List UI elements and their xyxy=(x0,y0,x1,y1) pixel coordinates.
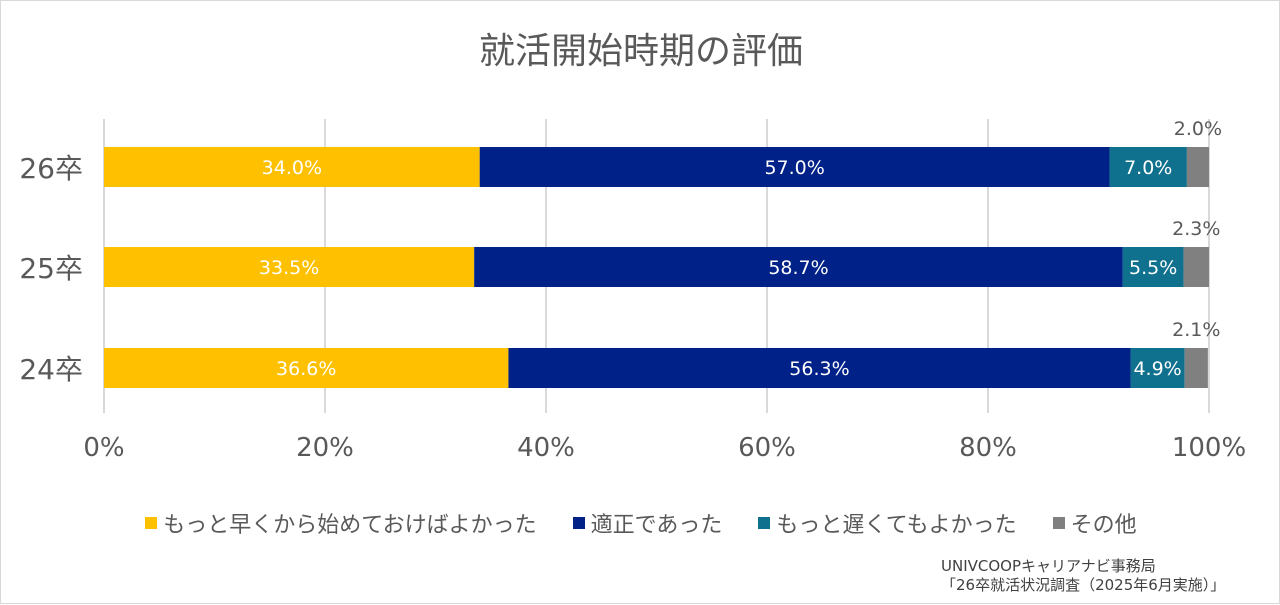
data-label: 33.5% xyxy=(259,257,319,279)
source-note: UNIVCOOPキャリアナビ事務局 「26卒就活状況調査（2025年6月実施）」 xyxy=(941,557,1225,595)
bar-segment xyxy=(1183,247,1209,287)
bar-segment xyxy=(1130,348,1185,388)
legend-swatch xyxy=(572,517,585,529)
bar-segment xyxy=(1184,348,1208,388)
source-line-2: 「26卒就活状況調査（2025年6月実施）」 xyxy=(941,576,1226,594)
bar-segment xyxy=(104,147,480,187)
data-label: 56.3% xyxy=(789,358,849,380)
source-line-1: UNIVCOOPキャリアナビ事務局 xyxy=(941,557,1156,575)
legend-item: もっと遅くてもよかった xyxy=(758,507,1017,539)
data-label: 58.7% xyxy=(768,257,828,279)
legend-swatch xyxy=(1052,517,1065,529)
data-label: 7.0% xyxy=(1124,157,1172,179)
bar-segment xyxy=(1122,247,1184,287)
legend-item: 適正であった xyxy=(572,507,723,539)
y-category-label: 24卒 xyxy=(19,353,83,386)
legend-item: もっと早くから始めておけばよかった xyxy=(145,507,537,539)
legend-label: もっと遅くてもよかった xyxy=(776,513,1017,538)
legend-label: もっと早くから始めておけばよかった xyxy=(163,513,537,538)
bar-segment xyxy=(508,348,1131,388)
bar-segment xyxy=(474,247,1123,287)
legend-item: その他 xyxy=(1052,507,1137,539)
x-tick-label: 100% xyxy=(1172,433,1246,463)
data-label: 57.0% xyxy=(764,157,824,179)
data-label: 2.3% xyxy=(1172,218,1220,240)
x-tick-label: 0% xyxy=(83,433,124,463)
legend-label: その他 xyxy=(1070,513,1137,538)
bar-segment xyxy=(104,247,475,287)
legend-swatch xyxy=(145,517,158,529)
chart-legend: もっと早くから始めておけばよかった 適正であった もっと遅くてもよかった その他 xyxy=(1,507,1280,539)
data-label: 4.9% xyxy=(1133,358,1181,380)
chart-title: 就活開始時期の評価 xyxy=(479,31,803,72)
x-tick-label: 20% xyxy=(296,433,354,463)
x-tick-label: 60% xyxy=(738,433,796,463)
data-label: 34.0% xyxy=(262,157,322,179)
x-tick-label: 40% xyxy=(517,433,575,463)
x-tick-label: 80% xyxy=(959,433,1017,463)
y-category-label: 25卒 xyxy=(19,252,83,285)
legend-label: 適正であった xyxy=(590,513,723,538)
bar-segment xyxy=(1109,147,1187,187)
bar-segment xyxy=(104,348,509,388)
data-label: 2.1% xyxy=(1172,319,1220,341)
data-label: 36.6% xyxy=(276,358,336,380)
bar-segment xyxy=(479,147,1110,187)
data-label: 5.5% xyxy=(1129,257,1177,279)
legend-swatch xyxy=(758,517,771,529)
data-label: 2.0% xyxy=(1174,118,1222,140)
y-category-label: 26卒 xyxy=(19,152,83,185)
bar-segment xyxy=(1186,147,1209,187)
